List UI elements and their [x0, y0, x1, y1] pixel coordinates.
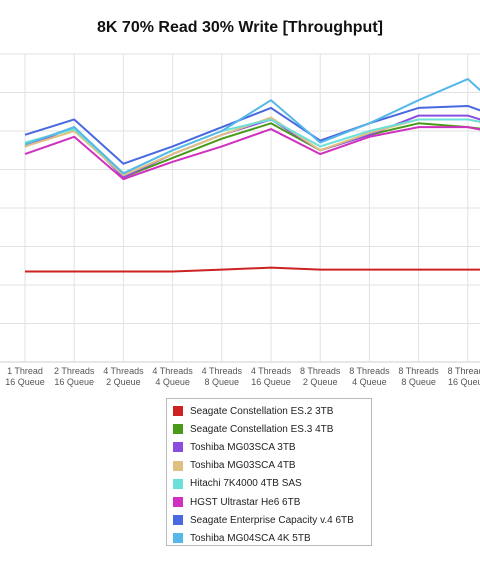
- legend-swatch: [173, 406, 183, 417]
- legend-swatch: [173, 424, 183, 435]
- legend-label: Toshiba MG04SCA 4K 5TB: [190, 532, 311, 544]
- x-tick-label: 8 Queue: [205, 377, 240, 387]
- series-line-1: [25, 266, 480, 273]
- legend-label: Toshiba MG03SCA 4TB: [190, 460, 296, 472]
- x-tick-label: 16 Queue: [54, 377, 94, 387]
- x-tick-label: 4 Threads: [251, 366, 292, 376]
- legend-item: Toshiba MG03SCA 4TB: [167, 457, 371, 475]
- x-tick-label: 8 Threads: [300, 366, 341, 376]
- x-tick-label: 2 Queue: [106, 377, 141, 387]
- legend-swatch: [173, 497, 183, 508]
- x-tick-label: 1 Thread: [7, 366, 43, 376]
- legend-item: Toshiba MG03SCA 3TB: [167, 438, 371, 456]
- x-tick-label: 4 Threads: [103, 366, 144, 376]
- legend-item: HGST Ultrastar He6 6TB: [167, 493, 371, 511]
- legend-label: Hitachi 7K4000 4TB SAS: [190, 478, 302, 490]
- x-tick-label: 8 Queue: [401, 377, 436, 387]
- legend-item: Seagate Constellation ES.3 4TB: [167, 420, 371, 438]
- legend-label: Seagate Constellation ES.3 4TB: [190, 423, 334, 435]
- x-tick-label: 2 Threads: [54, 366, 95, 376]
- legend-label: Seagate Enterprise Capacity v.4 6TB: [190, 514, 354, 526]
- chart-title: 8K 70% Read 30% Write [Throughput]: [97, 19, 383, 36]
- legend-label: Seagate Constellation ES.2 3TB: [190, 405, 334, 417]
- series-line-7: [24, 104, 480, 165]
- legend-swatch: [173, 515, 183, 526]
- legend-swatch: [173, 533, 183, 544]
- x-tick-label: 4 Threads: [152, 366, 193, 376]
- legend-label: Toshiba MG03SCA 3TB: [190, 441, 296, 453]
- x-tick-label: 16 Queue: [448, 377, 480, 387]
- x-tick-label: 8 Threads: [349, 366, 390, 376]
- legend-swatch: [173, 478, 183, 489]
- x-tick-label: 4 Queue: [352, 377, 387, 387]
- x-tick-label: 2 Queue: [303, 377, 338, 387]
- legend-swatch: [173, 460, 183, 471]
- legend-item: Seagate Constellation ES.2 3TB: [167, 402, 371, 420]
- x-tick-label: 4 Queue: [155, 377, 190, 387]
- x-tick-label: 16 Queue: [251, 377, 291, 387]
- x-tick-label: 8 Threads: [398, 366, 439, 376]
- x-tick-label: 16 Queue: [5, 377, 45, 387]
- x-tick-label: 4 Threads: [202, 366, 243, 376]
- series-line-8: [24, 78, 480, 175]
- legend-label: HGST Ultrastar He6 6TB: [190, 496, 301, 508]
- x-tick-label: 8 Threads: [448, 366, 480, 376]
- legend-swatch: [173, 442, 183, 453]
- legend-item: Toshiba MG04SCA 4K 5TB: [167, 529, 371, 547]
- legend-item: Seagate Enterprise Capacity v.4 6TB: [167, 511, 371, 529]
- legend-item: Hitachi 7K4000 4TB SAS: [167, 475, 371, 493]
- chart-legend: Seagate Constellation ES.2 3TB Seagate Co…: [166, 398, 372, 546]
- series-line-6: [24, 126, 480, 181]
